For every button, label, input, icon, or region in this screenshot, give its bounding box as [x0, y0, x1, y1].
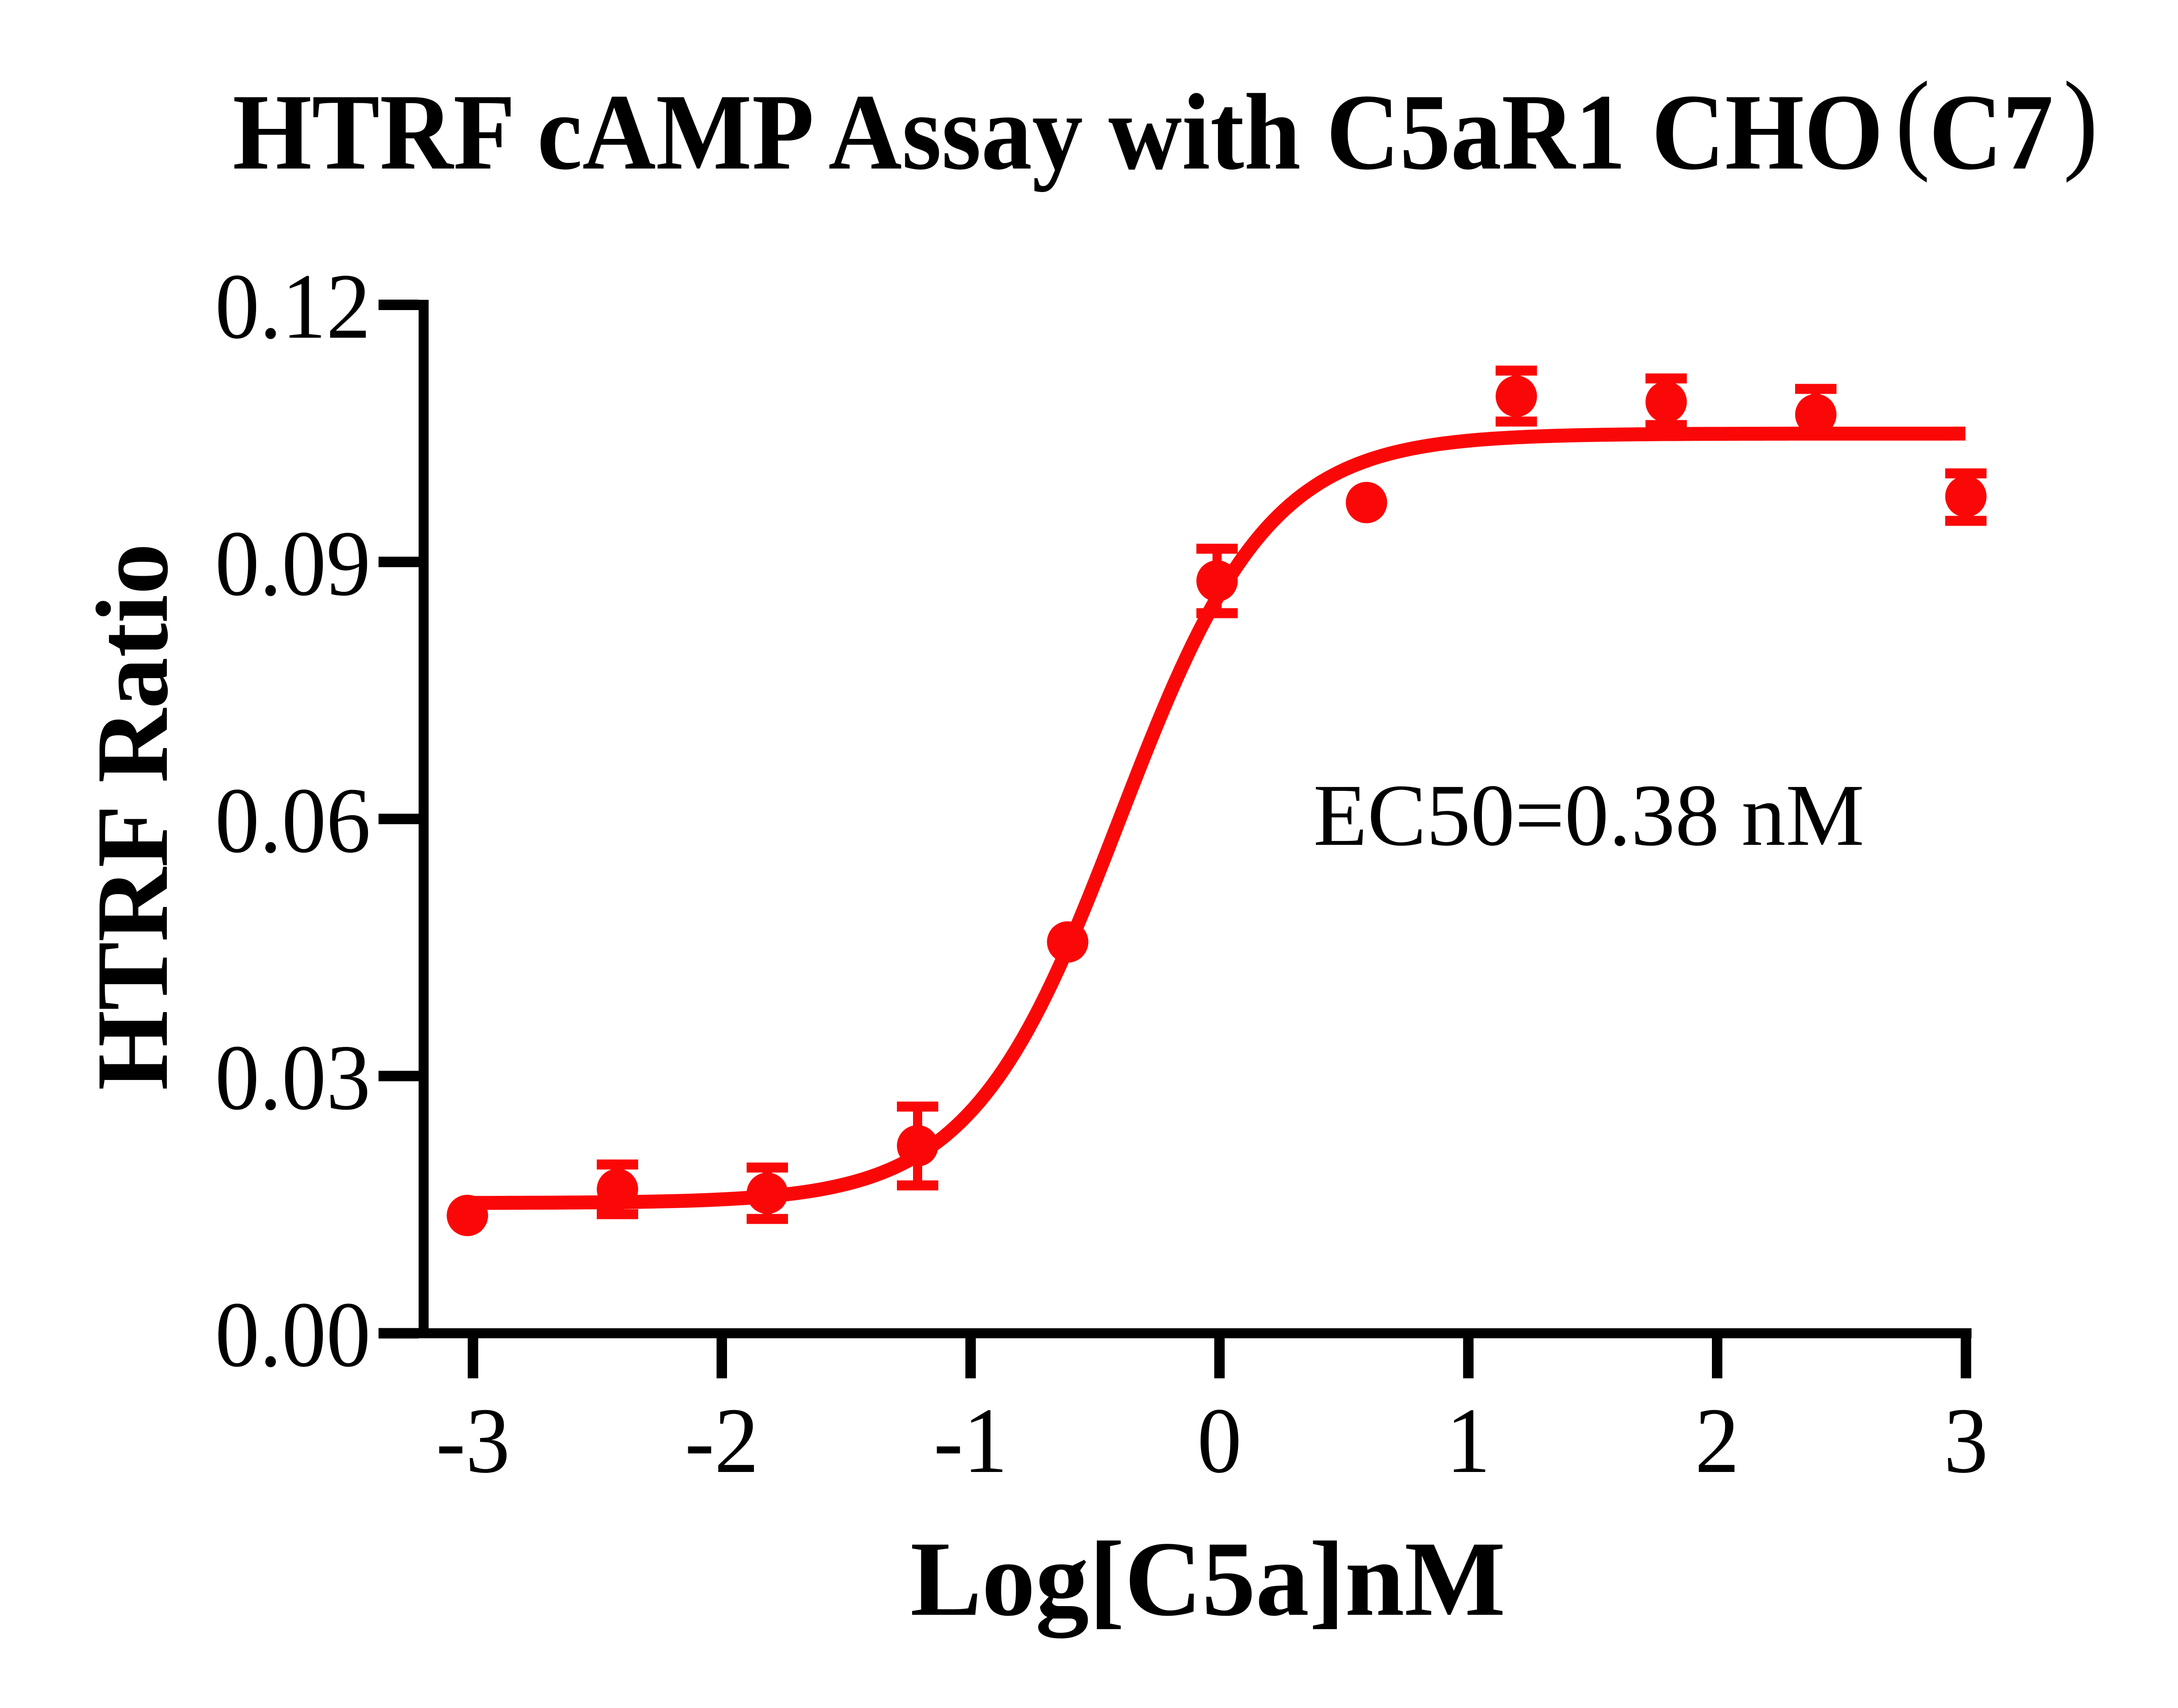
svg-text:HTRF cAMP Assay with C5aR1 CHO: HTRF cAMP Assay with C5aR1 CHO (C7) — [233, 59, 2098, 192]
svg-text:-2: -2 — [685, 1389, 759, 1492]
svg-text:0.12: 0.12 — [215, 255, 371, 358]
svg-text:1: 1 — [1446, 1389, 1491, 1492]
svg-text:-1: -1 — [933, 1389, 1008, 1492]
svg-text:HTRF Ratio: HTRF Ratio — [76, 543, 189, 1090]
svg-text:0.06: 0.06 — [215, 769, 371, 872]
svg-text:Log[C5a]nM: Log[C5a]nM — [910, 1520, 1506, 1638]
svg-text:0.09: 0.09 — [215, 512, 371, 615]
svg-text:3: 3 — [1944, 1389, 1988, 1492]
svg-text:0.03: 0.03 — [215, 1026, 371, 1130]
svg-text:0: 0 — [1197, 1389, 1241, 1492]
svg-text:0.00: 0.00 — [215, 1283, 371, 1387]
svg-text:2: 2 — [1695, 1389, 1739, 1492]
svg-text:EC50=0.38 nM: EC50=0.38 nM — [1313, 766, 1864, 864]
svg-text:-3: -3 — [436, 1389, 510, 1492]
